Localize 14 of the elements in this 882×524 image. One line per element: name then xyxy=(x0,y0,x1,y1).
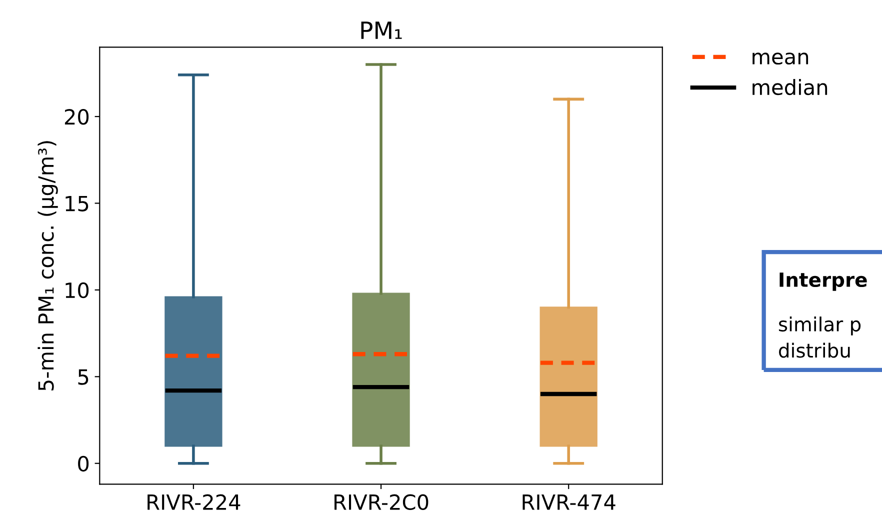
text: median xyxy=(752,79,828,96)
y-tick-label: 20 xyxy=(64,108,89,125)
chart-title: PM₁ xyxy=(361,22,402,39)
text: similar p distribu xyxy=(778,316,861,358)
x-tick-label: RIVR-474 xyxy=(522,494,616,510)
text: mean xyxy=(752,52,808,65)
x-tick-label: RIVR-224 xyxy=(148,494,240,510)
y-tick-label: 0 xyxy=(78,456,89,472)
y-tick-label: 15 xyxy=(66,196,88,212)
y-tick-label: 10 xyxy=(66,282,89,298)
y-tick-label: 5 xyxy=(78,369,88,385)
text: Interpre xyxy=(780,272,867,291)
x-tick-label: RIVR-2C0 xyxy=(334,494,428,510)
y-axis-title: 5-min PM₁ conc. (µg/m³) xyxy=(38,141,58,390)
